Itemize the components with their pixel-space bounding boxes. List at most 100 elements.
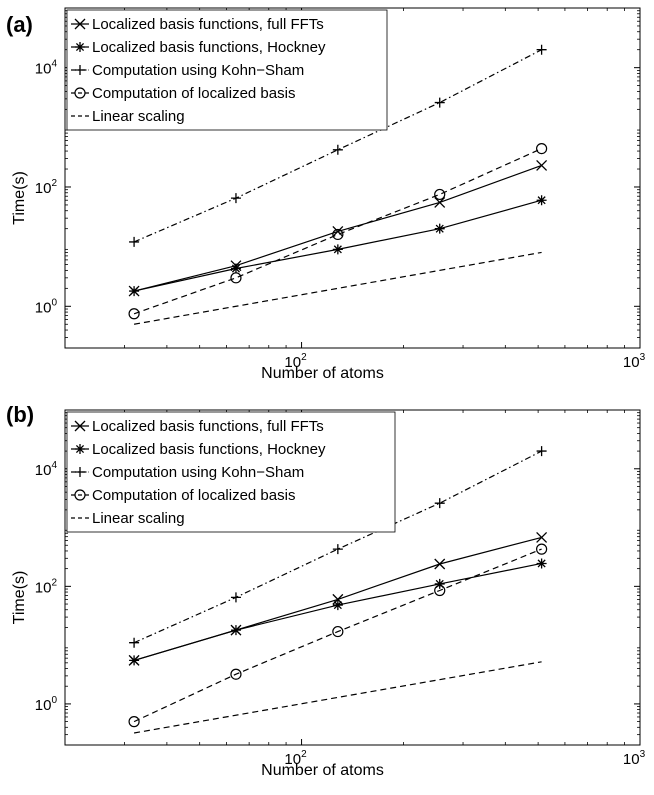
series-line-4 <box>133 661 542 734</box>
legend-entry-2: Computation using Kohn−Sham <box>92 464 304 481</box>
data-point-marker-1 <box>434 223 445 234</box>
data-point-marker-0 <box>536 159 548 171</box>
series-line-0 <box>133 164 542 292</box>
x-tick-label: 102 <box>284 352 307 371</box>
y-tick-base: 10 <box>35 180 52 197</box>
data-point-marker-1 <box>434 578 445 589</box>
data-point-marker-2 <box>129 236 140 247</box>
y-tick-exponent: 2 <box>51 577 57 588</box>
data-point-marker-1 <box>230 263 241 274</box>
plot-frame <box>64 7 641 349</box>
legend-entry-0: Localized basis functions, full FFTs <box>92 16 324 33</box>
legend-marker-2 <box>75 65 85 75</box>
data-point-marker-1 <box>332 244 343 255</box>
x-tick-base: 10 <box>623 354 640 371</box>
data-point-marker-1 <box>332 600 343 611</box>
y-tick-exponent: 4 <box>51 59 57 70</box>
data-point-marker-0 <box>536 531 548 543</box>
data-point-marker-2 <box>332 544 343 555</box>
data-point-marker-0 <box>434 197 446 208</box>
data-point-marker-1 <box>230 625 241 636</box>
data-point-marker-1 <box>129 286 140 297</box>
legend-entry-4: Linear scaling <box>92 108 185 125</box>
series-line-4 <box>133 251 542 325</box>
legend-marker-1 <box>75 42 85 52</box>
legend-entry-0: Localized basis functions, full FFTs <box>92 418 324 435</box>
data-point-marker-1 <box>536 195 547 206</box>
legend-entry-3: Computation of localized basis <box>92 85 295 102</box>
data-point-marker-0 <box>332 225 344 237</box>
data-point-marker-2 <box>536 44 547 55</box>
data-point-marker-3 <box>536 142 548 155</box>
y-tick-exponent: 0 <box>51 297 57 308</box>
y-tick-base: 10 <box>35 462 52 479</box>
data-point-marker-3 <box>332 625 344 638</box>
series-line-2 <box>133 450 542 644</box>
y-tick-exponent: 0 <box>51 695 57 706</box>
legend-entry-3: Computation of localized basis <box>92 487 295 504</box>
y-tick-label: 102 <box>35 178 58 197</box>
data-point-marker-3 <box>128 716 140 728</box>
y-tick-base: 10 <box>35 299 52 316</box>
x-tick-exponent: 2 <box>301 352 307 363</box>
data-point-marker-2 <box>129 637 140 648</box>
legend-marker-1 <box>75 444 85 454</box>
data-point-marker-0 <box>434 558 446 570</box>
y-tick-exponent: 2 <box>51 178 57 189</box>
legend-marker-3 <box>74 489 86 501</box>
legend-marker-0 <box>74 420 86 432</box>
data-point-marker-2 <box>434 97 445 108</box>
series-line-3 <box>133 148 542 315</box>
panel-label: (b) <box>6 402 34 427</box>
x-tick-base: 10 <box>284 354 301 371</box>
data-point-marker-2 <box>434 498 445 509</box>
x-tick-label: 103 <box>623 352 646 371</box>
series-line-1 <box>133 562 542 661</box>
data-point-marker-3 <box>536 543 548 555</box>
plot-frame <box>64 409 641 746</box>
x-tick-exponent: 2 <box>301 749 307 760</box>
x-axis-label: Number of atoms <box>261 365 384 382</box>
series-line-3 <box>133 548 542 723</box>
y-tick-base: 10 <box>35 697 52 714</box>
x-tick-label: 103 <box>623 749 646 768</box>
x-tick-base: 10 <box>623 751 640 768</box>
data-point-marker-2 <box>230 592 241 603</box>
x-tick-exponent: 3 <box>640 352 646 363</box>
x-axis-label: Number of atoms <box>261 762 384 779</box>
y-tick-label: 100 <box>35 297 58 316</box>
legend-marker-3 <box>74 87 86 99</box>
x-tick-label: 102 <box>284 749 307 768</box>
legend-entry-1: Localized basis functions, Hockney <box>92 441 326 458</box>
y-tick-label: 100 <box>35 695 58 714</box>
data-point-marker-3 <box>332 228 344 241</box>
data-point-marker-2 <box>536 446 547 457</box>
data-point-marker-3 <box>434 584 446 597</box>
legend-entry-2: Computation using Kohn−Sham <box>92 62 304 79</box>
legend-marker-0 <box>74 18 86 30</box>
y-tick-label: 102 <box>35 577 58 596</box>
y-axis-label: Time(s) <box>11 171 28 225</box>
x-tick-base: 10 <box>284 751 301 768</box>
y-tick-base: 10 <box>35 61 52 78</box>
y-tick-label: 104 <box>35 460 58 479</box>
legend-box <box>66 411 396 533</box>
y-tick-base: 10 <box>35 579 52 596</box>
data-point-marker-3 <box>230 272 242 284</box>
data-point-marker-0 <box>332 593 344 605</box>
panel-label: (a) <box>6 12 33 37</box>
data-point-marker-2 <box>332 144 343 155</box>
legend-entry-4: Linear scaling <box>92 510 185 527</box>
data-point-marker-2 <box>230 193 241 204</box>
y-tick-label: 104 <box>35 59 58 78</box>
data-point-marker-3 <box>230 668 242 680</box>
data-point-marker-1 <box>129 655 140 666</box>
data-point-marker-3 <box>434 188 446 201</box>
y-axis-label: Time(s) <box>11 571 28 625</box>
data-point-marker-3 <box>128 308 140 320</box>
series-line-2 <box>133 49 542 243</box>
legend-marker-2 <box>75 467 85 477</box>
data-point-marker-1 <box>536 558 547 569</box>
legend-entry-1: Localized basis functions, Hockney <box>92 39 326 56</box>
